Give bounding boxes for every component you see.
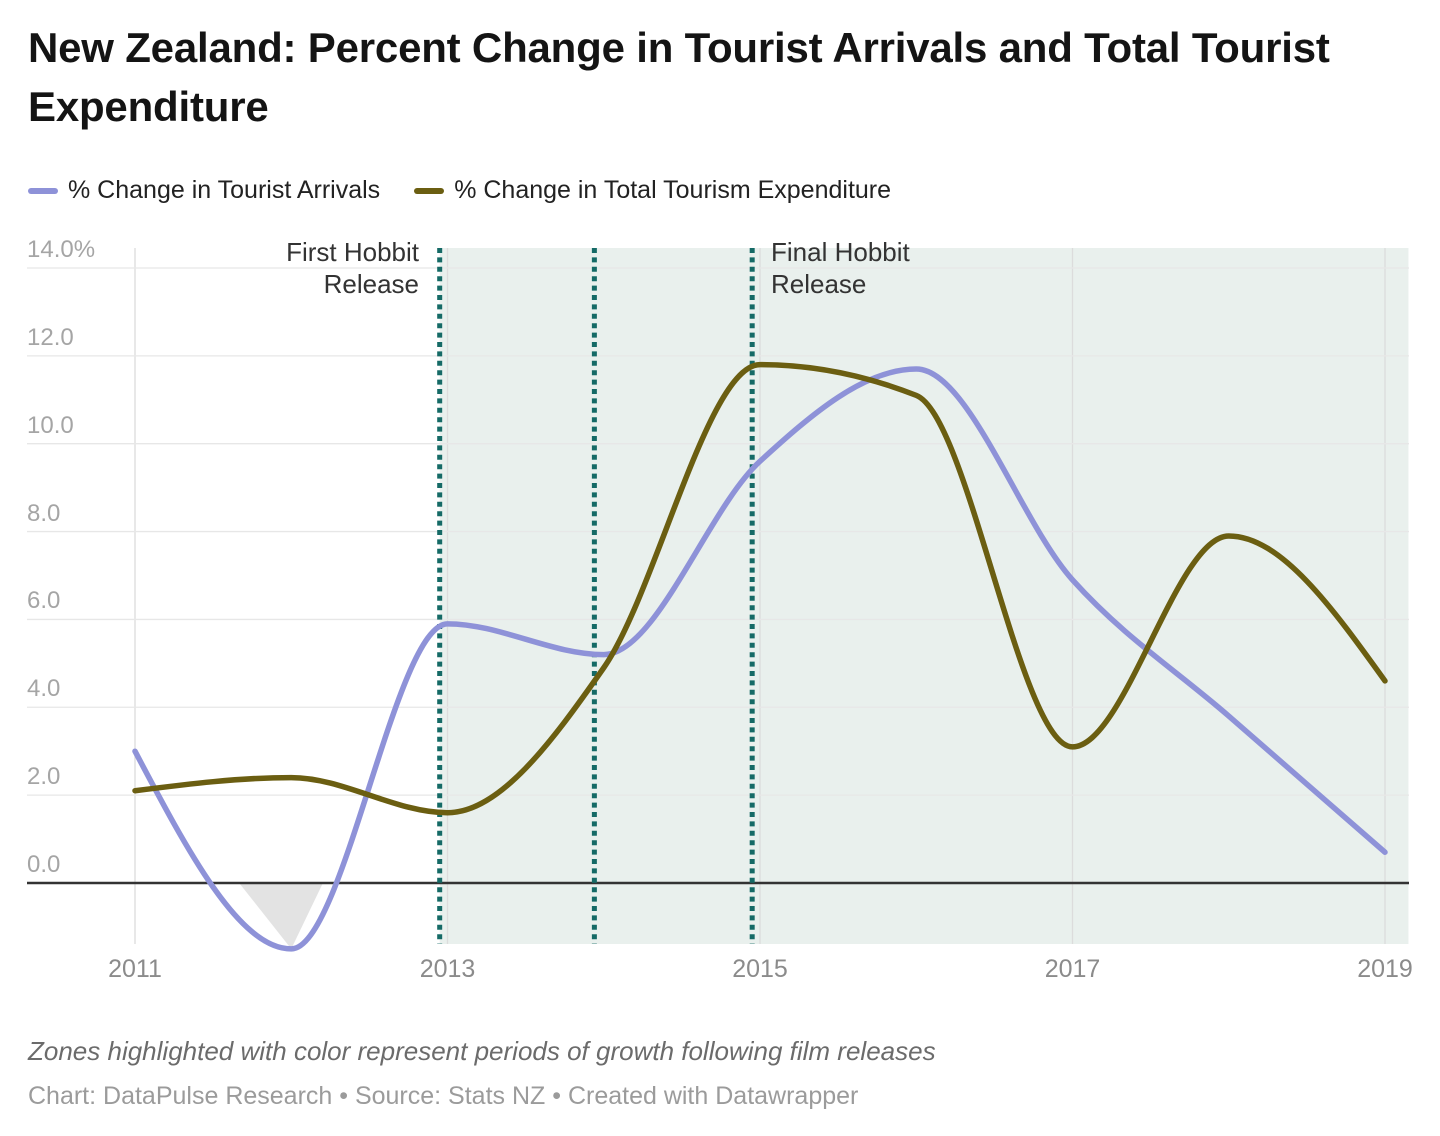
y-tick-label: 14.0% (27, 235, 96, 263)
legend-item-arrivals: % Change in Tourist Arrivals (28, 176, 380, 205)
legend-item-expenditure: % Change in Total Tourism Expenditure (414, 176, 891, 205)
x-tick-label: 2017 (1044, 955, 1101, 983)
y-tick-label: 6.0 (27, 587, 61, 615)
arrivals-line-swatch (28, 187, 58, 194)
y-tick-label: 12.0 (27, 323, 74, 351)
x-tick-label: 2015 (732, 955, 788, 983)
credit-line: Chart: DataPulse Research • Source: Stat… (28, 1082, 859, 1110)
final-release-annotation: Final Hobbit Release (771, 236, 1091, 300)
x-tick-label: 2019 (1357, 955, 1413, 983)
y-tick-label: 10.0 (27, 411, 74, 439)
y-tick-label: 8.0 (27, 499, 61, 527)
x-tick-label: 2013 (419, 955, 476, 983)
legend-label-arrivals: % Change in Tourist Arrivals (68, 176, 381, 204)
legend: % Change in Tourist Arrivals % Change in… (28, 176, 891, 205)
first-release-annotation-line2: Release (323, 269, 419, 299)
legend-label-expenditure: % Change in Total Tourism Expenditure (454, 176, 892, 204)
y-tick-label: 0.0 (27, 851, 61, 878)
expenditure-line-swatch (414, 187, 445, 194)
footnote: Zones highlighted with color represent p… (28, 1036, 936, 1066)
arrivals-line (132, 366, 1388, 952)
final-release-annotation-line2: Release (771, 269, 867, 299)
first-release-annotation: First Hobbit Release (119, 236, 419, 300)
chart-title: New Zealand: Percent Change in Tourist A… (28, 24, 1330, 130)
x-tick-label: 2011 (108, 955, 162, 983)
y-tick-label: 2.0 (27, 763, 61, 791)
expenditure-line (132, 361, 1388, 816)
final-release-annotation-line1: Final Hobbit (771, 237, 910, 267)
negative-area-fill (239, 883, 323, 949)
y-tick-label: 4.0 (27, 675, 61, 703)
first-release-annotation-line1: First Hobbit (286, 237, 419, 267)
highlight-zone (439, 248, 1409, 944)
